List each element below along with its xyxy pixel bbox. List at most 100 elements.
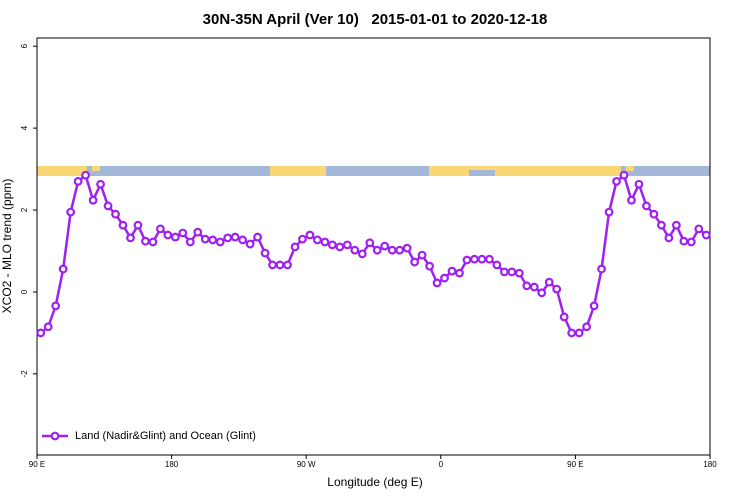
data-point: [372, 245, 382, 255]
data-point: [290, 242, 300, 252]
data-point: [88, 195, 98, 205]
data-point: [193, 227, 203, 237]
data-point: [507, 267, 517, 277]
data-point: [185, 237, 195, 247]
data-point: [148, 237, 158, 247]
data-point: [425, 261, 434, 271]
data-point: [485, 254, 494, 264]
data-point: [155, 224, 165, 234]
data-point: [537, 288, 547, 298]
data-point: [365, 238, 375, 248]
data-point: [604, 207, 614, 217]
data-point: [619, 170, 629, 180]
y-tick-label: 2: [20, 207, 29, 212]
x-tick-label: 180: [703, 460, 717, 469]
data-point: [679, 236, 689, 246]
data-point: [275, 260, 285, 270]
data-point: [320, 237, 330, 247]
x-tick-label: 90 E: [567, 460, 583, 469]
data-point: [440, 273, 449, 283]
data-point: [170, 232, 180, 242]
data-point: [432, 278, 442, 288]
data-point: [141, 236, 150, 246]
data-point: [73, 176, 83, 186]
data-point: [686, 237, 696, 247]
surface-mask-strip: [37, 166, 710, 176]
data-point: [522, 281, 532, 291]
data-point: [612, 176, 621, 186]
data-point: [208, 235, 218, 245]
data-point: [313, 235, 322, 245]
data-point: [559, 312, 569, 322]
data-point: [544, 277, 554, 287]
data-point: [589, 301, 599, 311]
data-point: [694, 224, 704, 234]
y-tick-label: 4: [20, 125, 29, 130]
y-tick-label: 0: [20, 289, 29, 294]
data-point: [200, 234, 210, 244]
data-point: [395, 245, 405, 255]
series-line: [39, 173, 708, 335]
data-point: [671, 220, 681, 230]
data-point: [597, 264, 606, 274]
data-point: [402, 243, 412, 253]
data-point: [492, 260, 502, 270]
data-point: [634, 179, 644, 189]
data-point: [477, 254, 487, 264]
data-point: [642, 201, 651, 211]
data-point: [126, 233, 135, 243]
data-point: [133, 220, 143, 230]
data-point: [66, 207, 76, 217]
data-point: [268, 260, 277, 270]
data-point: [499, 267, 509, 277]
x-tick-label: 0: [439, 460, 444, 469]
data-point: [81, 170, 91, 180]
data-point: [380, 241, 390, 251]
x-tick-label: 90 W: [297, 460, 316, 469]
data-point: [305, 230, 315, 240]
x-tick-label: 180: [165, 460, 179, 469]
chart-title: 30N-35N April (Ver 10) 2015-01-01 to 202…: [203, 11, 548, 28]
y-tick-label: -2: [20, 370, 29, 378]
data-point: [178, 228, 188, 238]
data-point: [253, 232, 262, 242]
data-point: [410, 257, 420, 267]
data-point: [230, 232, 240, 242]
data-point: [223, 233, 233, 243]
y-axis-label: XCO2 - MLO trend (ppm): [0, 179, 14, 314]
data-point: [455, 268, 464, 278]
data-point: [701, 230, 711, 240]
data-point: [567, 328, 577, 338]
x-axis-label: Longitude (deg E): [327, 475, 422, 489]
data-point: [335, 242, 345, 252]
data-point: [43, 322, 53, 332]
data-point: [283, 260, 292, 270]
data-point: [327, 240, 337, 250]
data-point: [36, 328, 46, 338]
data-point: [238, 235, 248, 245]
data-point: [627, 195, 636, 205]
data-point: [656, 220, 666, 230]
data-point: [350, 245, 360, 255]
legend-marker: [50, 431, 60, 441]
data-point: [649, 209, 659, 219]
data-point: [245, 239, 255, 249]
data-point: [357, 249, 367, 259]
data-point: [514, 268, 524, 278]
data-point: [163, 230, 173, 240]
data-point: [111, 209, 120, 219]
data-point: [582, 322, 592, 332]
data-point: [664, 233, 674, 243]
data-point: [103, 201, 113, 211]
data-point: [51, 301, 61, 311]
data-point: [298, 234, 307, 244]
data-point: [118, 220, 128, 230]
data-point: [58, 264, 68, 274]
legend-label: Land (Nadir&Glint) and Ocean (Glint): [75, 430, 256, 442]
data-point: [417, 250, 427, 260]
data-point: [552, 284, 562, 294]
y-tick-label: 6: [20, 43, 29, 48]
data-point: [387, 245, 397, 255]
data-point: [215, 237, 225, 247]
data-point: [342, 240, 352, 250]
